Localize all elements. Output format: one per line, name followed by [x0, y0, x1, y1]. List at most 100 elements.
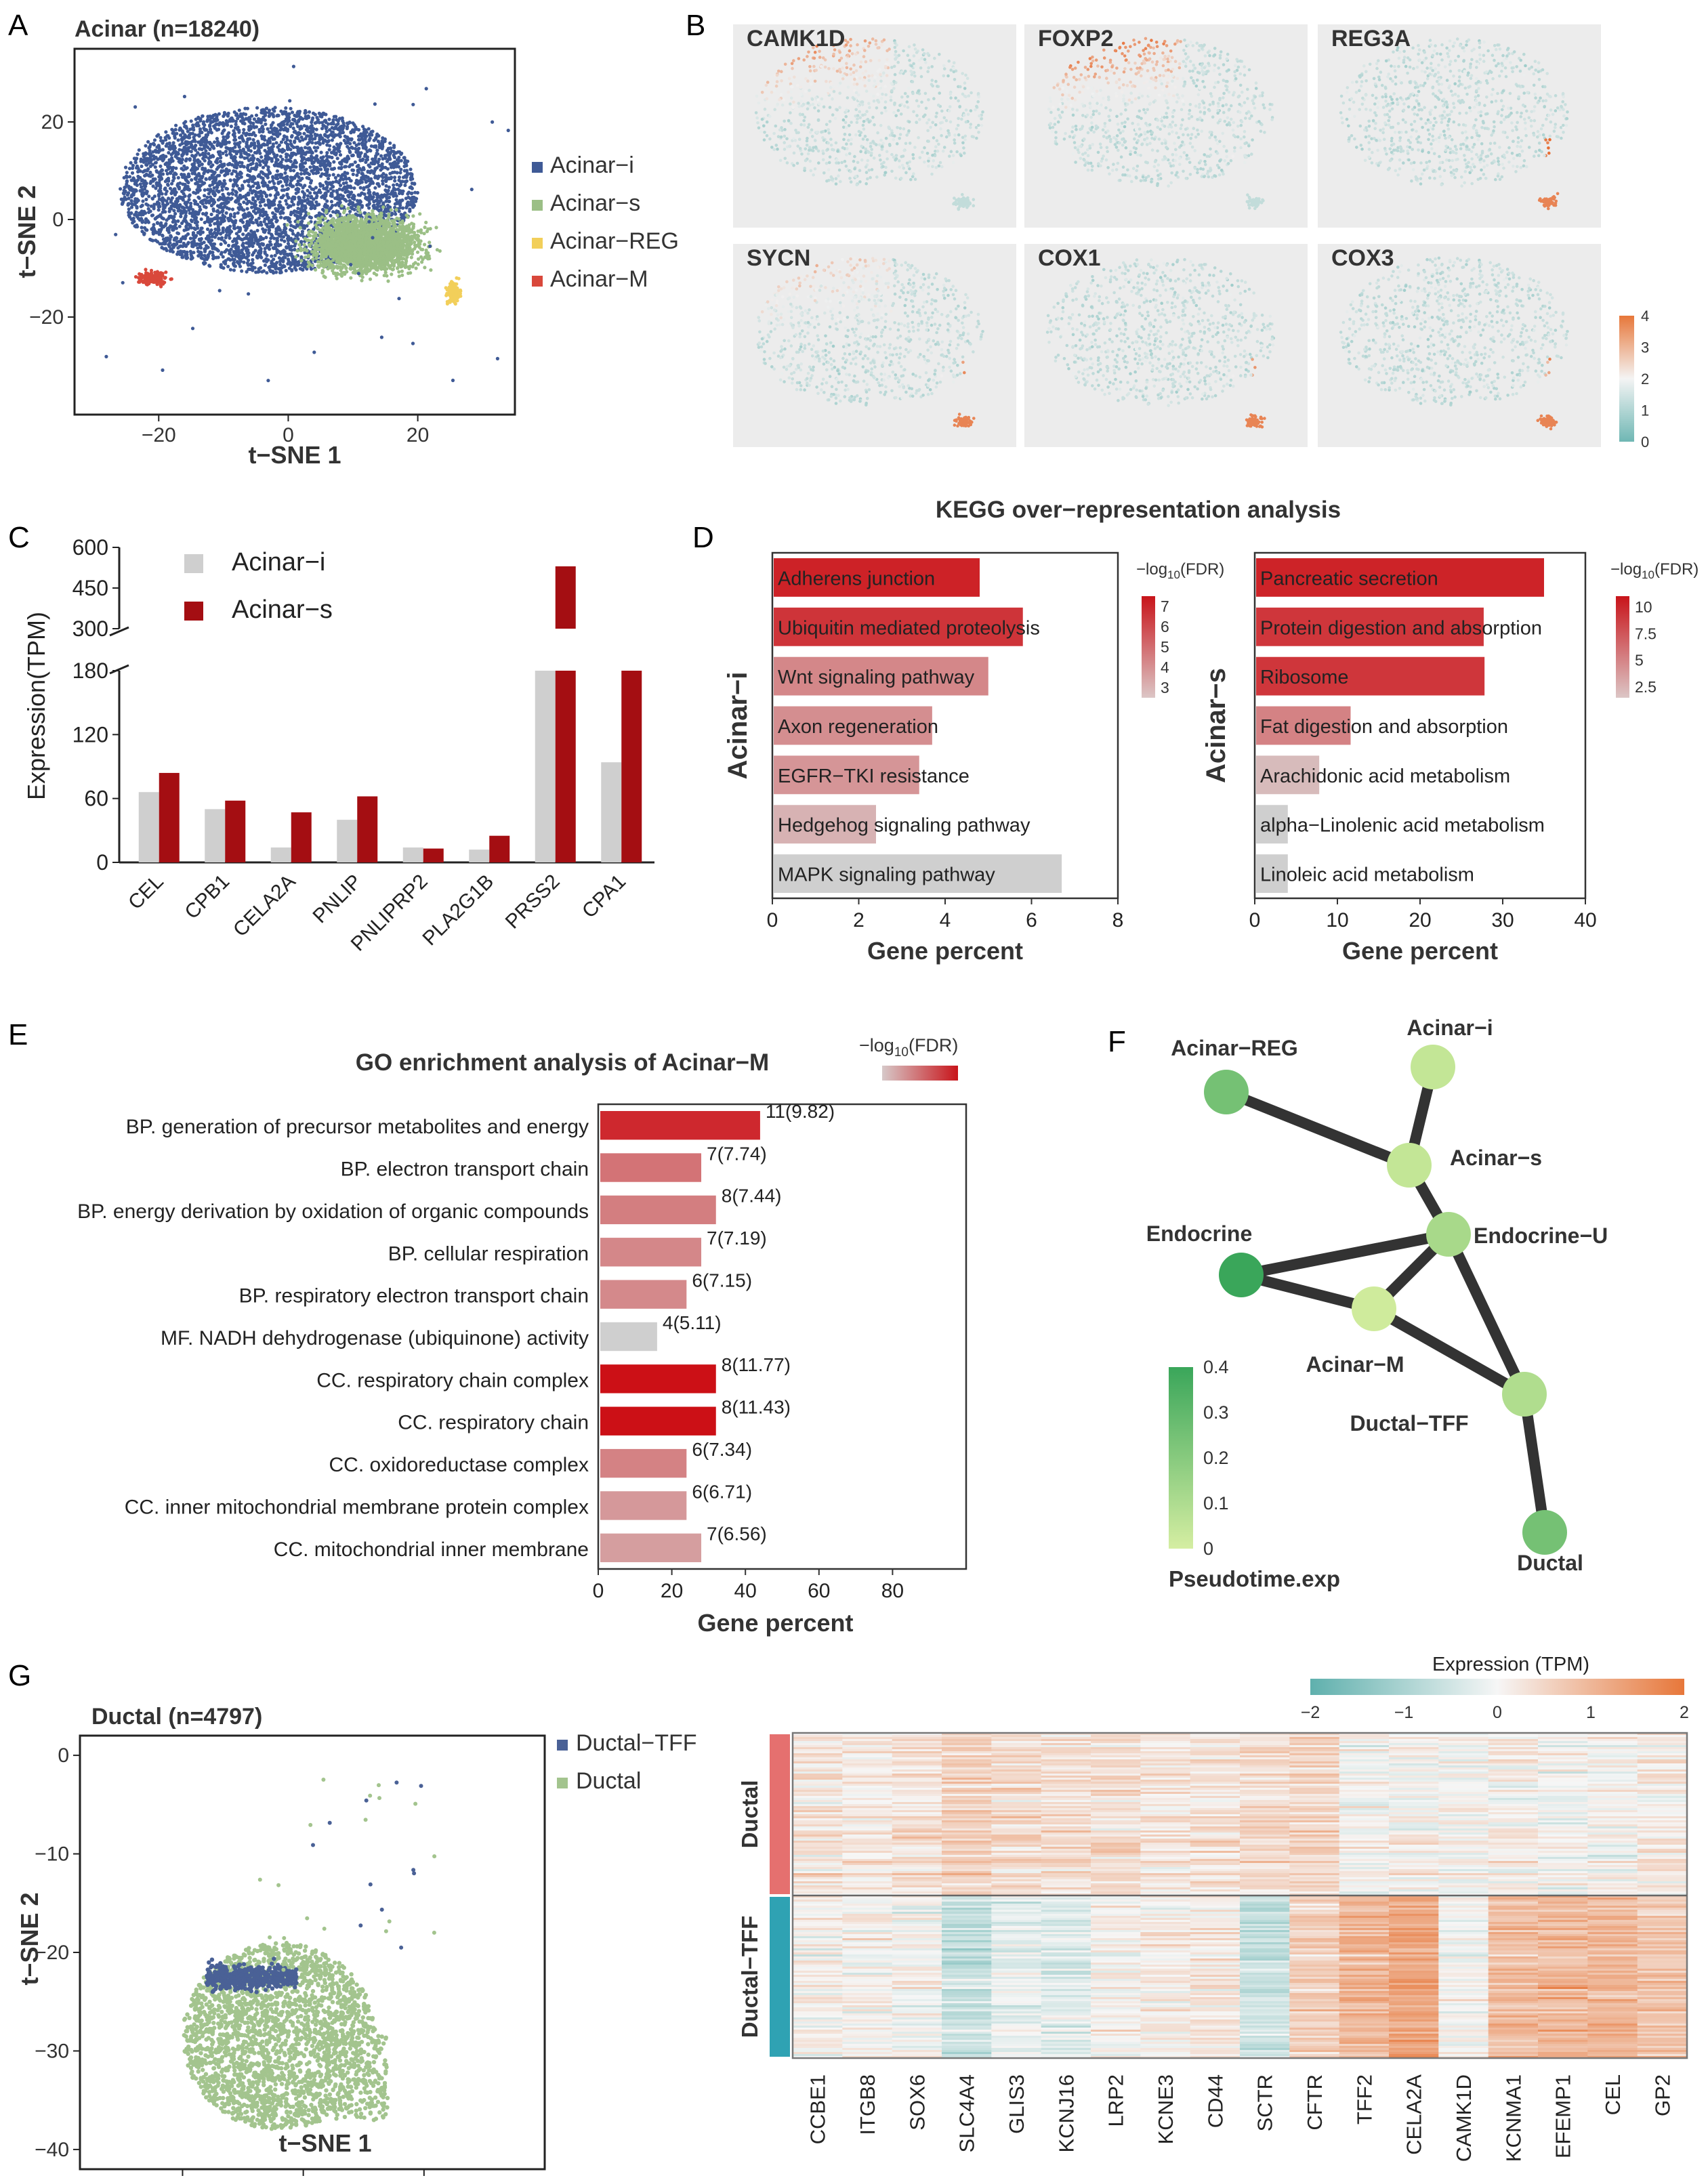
panel-e-category-label: CC. mitochondrial inner membrane	[274, 1538, 589, 1561]
panel-d-acinar-s-bar	[1256, 607, 1484, 646]
panel-a-legend-label: Acinar−s	[550, 190, 640, 216]
panel-d-acinar-i-bar-label: EGFR−TKI resistance	[778, 766, 970, 787]
panel-d-acinar-s-bar-label: Pancreatic secretion	[1260, 568, 1438, 589]
panel-d-acinar-i-colorbar-tick: 3	[1161, 679, 1169, 696]
panel-e-data-label: 6(7.15)	[692, 1270, 752, 1291]
heatmap-gene-label: CCBE1	[806, 2074, 830, 2144]
panel-d-acinar-s-colorbar-title: −log10(FDR)	[1610, 560, 1699, 581]
panel-d-acinar-s-xtick-label: 20	[1409, 909, 1431, 931]
panel-letter-d: D	[692, 521, 714, 554]
panel-a-title: Acinar (n=18240)	[75, 16, 259, 42]
panel-d-acinar-s-bar-label: Protein digestion and absorption	[1260, 617, 1542, 639]
panel-e-bar	[600, 1448, 687, 1478]
panel-a-legend-swatch	[532, 200, 543, 211]
heatmap-colorbar-tick: −1	[1394, 1703, 1414, 1722]
panel-e-data-label: 6(7.34)	[692, 1439, 752, 1460]
network-edge	[1236, 1270, 1379, 1314]
panel-e-bar	[600, 1364, 716, 1394]
network-node-label: Ductal	[1517, 1551, 1583, 1575]
panel-e-colorbar-title: −log10(FDR)	[859, 1035, 958, 1060]
panel-e-go: GO enrichment analysis of Acinar−M 11(9.…	[77, 1035, 967, 1637]
panel-d-acinar-i-bar	[774, 558, 980, 597]
panel-c-bar-upper	[555, 566, 576, 629]
panel-b-colorbar-tick: 4	[1641, 308, 1649, 324]
heatmap-colorbar-tick: 2	[1680, 1703, 1689, 1722]
panel-a-xtick-label: 0	[283, 424, 294, 446]
panel-b-tile-reg3a: REG3A	[1318, 24, 1601, 228]
panel-d-acinar-i-colorbar-tick: 6	[1161, 618, 1169, 635]
network-node	[1522, 1510, 1567, 1555]
panel-c-legend-label: Acinar−i	[232, 548, 325, 577]
panel-d-acinar-i-bar-label: Axon regeneration	[778, 716, 938, 738]
panel-c-bar	[423, 848, 444, 862]
panel-e-data-label: 8(11.77)	[722, 1354, 791, 1375]
panel-d-acinar-i-xtick-label: 6	[1026, 909, 1037, 931]
panel-c-xtick-label: CPA1	[578, 871, 630, 923]
panel-d-acinar-i-xtick-label: 4	[940, 909, 951, 931]
panel-e-bar	[600, 1280, 687, 1309]
panel-c-break-mark	[109, 626, 129, 637]
panel-e-bar	[600, 1153, 702, 1182]
panel-d-acinar-i-bar	[774, 854, 1062, 893]
network-node	[1204, 1070, 1249, 1114]
panel-c-xtick-label: CEL	[124, 871, 168, 915]
panel-a-points	[104, 64, 510, 383]
panel-c-ylabel: Expression(TPM)	[22, 612, 50, 800]
panel-b-gene-label: FOXP2	[1038, 26, 1113, 51]
panel-e-colorbar	[882, 1066, 958, 1081]
network-node	[1411, 1045, 1455, 1089]
heatmap-gene-label: CEL	[1601, 2074, 1625, 2115]
panel-f-network: Acinar−REG Acinar−i Acinar−s Endocrine−U End…	[1146, 1015, 1608, 1591]
panel-c-legend-swatch	[184, 602, 203, 621]
panel-e-bar	[600, 1491, 687, 1520]
heatmap-gene-label: GP2	[1650, 2074, 1674, 2116]
panel-g-ytick-label: −40	[35, 2139, 69, 2161]
panel-d-acinar-s-colorbar-tick: 5	[1635, 652, 1644, 669]
panel-c-bar	[138, 792, 159, 862]
panel-letter-b: B	[686, 9, 705, 42]
panel-b-tile-sycn: SYCN	[733, 244, 1016, 447]
panel-g-ytick-label: −30	[35, 2040, 69, 2062]
panel-e-data-label: 7(7.74)	[707, 1143, 767, 1164]
panel-d-acinar-s-colorbar-tick: 10	[1635, 598, 1652, 616]
panel-f-colorbar-tick: 0.1	[1203, 1493, 1229, 1513]
heatmap-gene-label: CAMK1D	[1452, 2074, 1476, 2162]
heatmap-gene-label: EFEMP1	[1551, 2074, 1575, 2158]
panel-d-acinar-s-bar	[1256, 706, 1351, 745]
panel-a-legend-swatch	[532, 162, 543, 173]
panel-c-bar	[357, 796, 378, 862]
panel-a-frame	[73, 47, 516, 416]
network-node	[1352, 1286, 1396, 1331]
panel-letter-e: E	[8, 1018, 28, 1051]
panel-d-acinar-s-xtick-label: 0	[1249, 909, 1261, 931]
panel-g-ytick-label: 0	[58, 1744, 69, 1767]
panel-d-acinar-i-bar	[774, 656, 988, 696]
network-node-label: Acinar−M	[1306, 1352, 1404, 1377]
panel-d-acinar-s-xtick-label: 40	[1574, 909, 1596, 931]
panel-d-acinar-i-bar-label: MAPK signaling pathway	[778, 864, 995, 886]
panel-b-tile-points	[1047, 37, 1274, 211]
panel-a-legend-swatch	[532, 276, 543, 287]
panel-d-acinar-i-colorbar-tick: 7	[1161, 598, 1169, 615]
panel-f-colorbar-tick: 0.4	[1203, 1357, 1229, 1377]
heatmap-gene-label: GLIS3	[1005, 2074, 1028, 2134]
panel-c-xtick-label: PRSS2	[501, 871, 564, 934]
panel-f-colorbar-title: Pseudotime.exp	[1169, 1566, 1340, 1591]
heatmap-gene-label: KCNMA1	[1501, 2074, 1525, 2162]
panel-e-data-label: 4(5.11)	[663, 1312, 722, 1333]
panel-d-acinar-i-bar	[774, 805, 876, 844]
panel-b-gene-label: CAMK1D	[747, 26, 845, 51]
panel-d-acinar-s-bar-label: Linoleic acid metabolism	[1260, 864, 1474, 886]
panel-d-acinar-s-bar	[1256, 805, 1288, 844]
panel-a-legend-label: Acinar−i	[550, 152, 634, 178]
panel-a-xtick-label: −20	[142, 424, 176, 446]
heatmap-row-group-label: Ductal	[737, 1780, 762, 1849]
panel-e-category-label: BP. cellular respiration	[388, 1242, 589, 1265]
panel-c-ytick-label: 600	[72, 535, 108, 560]
heatmap-row-group-bar	[770, 1897, 790, 2057]
panel-g-points	[182, 1778, 437, 2131]
panel-d-acinar-s-ylabel: Acinar−s	[1201, 668, 1231, 783]
panel-d-acinar-i-bar-label: Adherens junction	[778, 568, 935, 589]
panel-d-acinar-s-xtick-label: 30	[1491, 909, 1514, 931]
panel-d-acinar-s-bar	[1256, 854, 1288, 893]
